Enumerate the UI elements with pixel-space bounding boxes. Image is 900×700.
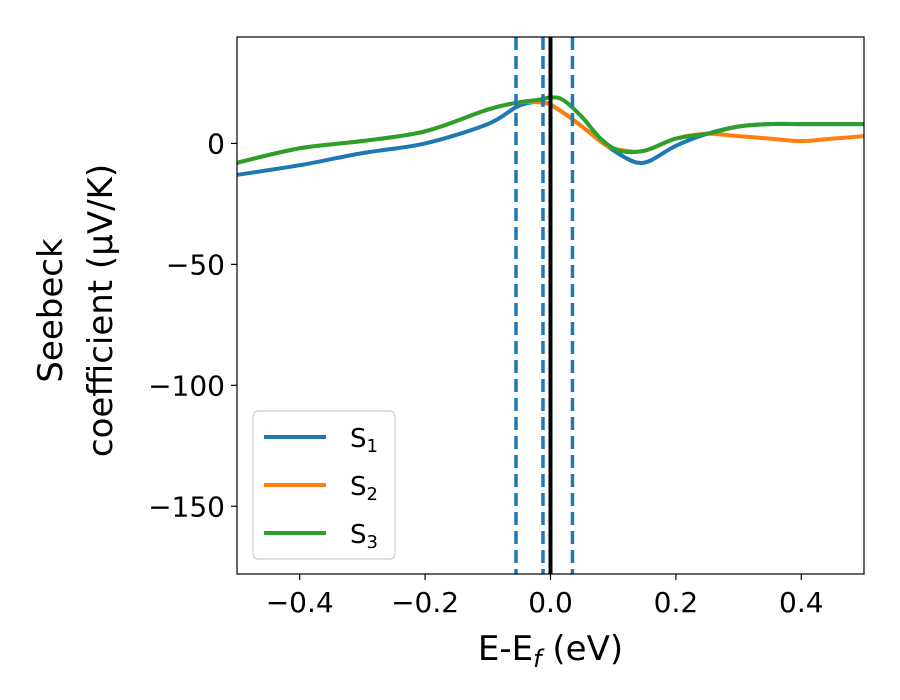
y-axis-ticks: 0 −50 −100 −150 <box>148 127 237 523</box>
vline-layer <box>514 37 575 574</box>
y-tick-label: 0 <box>207 127 225 160</box>
series-layer <box>237 95 864 177</box>
y-axis-label-line1: Seebeck <box>31 238 71 383</box>
legend-label-s2: S2 <box>350 472 378 505</box>
x-axis-label-main: E-E <box>478 629 533 669</box>
x-tick-label: −0.2 <box>391 586 459 619</box>
y-axis-label-line2: coefficient (μV/K) <box>81 164 121 457</box>
legend-label-s1: S1 <box>350 424 378 457</box>
legend: S1 S2 S3 <box>252 410 396 560</box>
x-axis-label-unit: (eV) <box>542 629 624 669</box>
series-line-s3 <box>237 95 864 165</box>
x-axis-ticks: −0.4 −0.2 0.0 0.2 0.4 <box>266 574 824 619</box>
legend-label-s3: S3 <box>350 520 378 553</box>
x-tick-label: 0.0 <box>528 586 573 619</box>
y-tick-label: −50 <box>166 248 225 281</box>
y-tick-label: −150 <box>148 490 225 523</box>
y-tick-label: −100 <box>148 369 225 402</box>
x-axis-label: E-Ef (eV) <box>478 629 623 673</box>
x-tick-label: 0.4 <box>779 586 824 619</box>
x-tick-label: −0.4 <box>266 586 334 619</box>
x-tick-label: 0.2 <box>654 586 699 619</box>
y-axis-label: Seebeck coefficient (μV/K) <box>31 164 121 457</box>
